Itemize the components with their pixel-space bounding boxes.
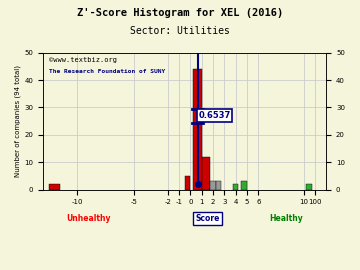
Bar xyxy=(233,184,238,190)
Text: Sector: Utilities: Sector: Utilities xyxy=(130,26,230,36)
Text: The Research Foundation of SUNY: The Research Foundation of SUNY xyxy=(49,69,165,74)
Bar xyxy=(241,181,247,190)
Bar xyxy=(306,184,312,190)
Text: Healthy: Healthy xyxy=(270,214,303,223)
Bar xyxy=(202,157,210,190)
Y-axis label: Number of companies (94 total): Number of companies (94 total) xyxy=(15,65,22,177)
Bar xyxy=(210,181,216,190)
Text: ©www.textbiz.org: ©www.textbiz.org xyxy=(49,57,117,63)
Bar xyxy=(185,176,190,190)
Bar xyxy=(193,69,202,190)
Text: 0.6537: 0.6537 xyxy=(198,111,230,120)
Bar xyxy=(49,184,60,190)
Bar xyxy=(216,181,221,190)
Text: Score: Score xyxy=(195,214,220,223)
Text: Z'-Score Histogram for XEL (2016): Z'-Score Histogram for XEL (2016) xyxy=(77,8,283,18)
Text: Unhealthy: Unhealthy xyxy=(66,214,111,223)
